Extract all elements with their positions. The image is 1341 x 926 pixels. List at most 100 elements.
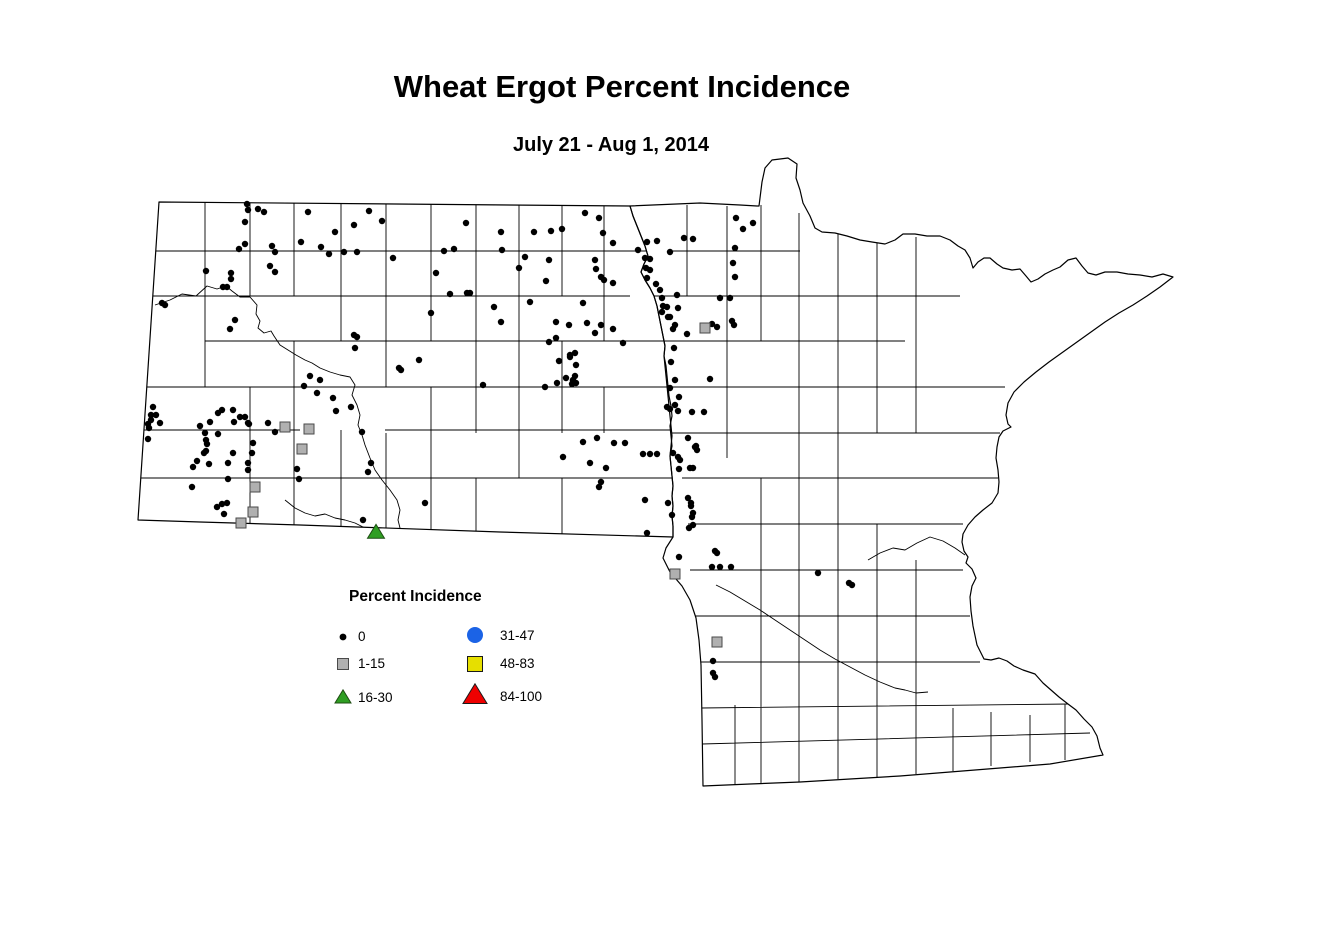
map-point-0 xyxy=(542,277,550,285)
map-point-0 xyxy=(684,494,692,502)
legend-marker-triangle xyxy=(334,688,352,704)
map-point-0 xyxy=(739,225,747,233)
mississippi-river-line xyxy=(867,536,966,561)
map-point-0 xyxy=(579,438,587,446)
map-point-0 xyxy=(729,259,737,267)
map-point-0 xyxy=(595,483,603,491)
map-point-0 xyxy=(566,353,574,361)
map-point-0 xyxy=(609,239,617,247)
map-point-0 xyxy=(666,248,674,256)
map-point-0 xyxy=(202,267,210,275)
map-point-0 xyxy=(297,238,305,246)
map-point-0 xyxy=(716,563,724,571)
map-point-1-15 xyxy=(279,421,291,433)
map-point-0 xyxy=(515,264,523,272)
map-point-0 xyxy=(667,358,675,366)
map-point-0 xyxy=(440,247,448,255)
map-point-0 xyxy=(226,325,234,333)
map-point-0 xyxy=(367,459,375,467)
map-point-0 xyxy=(271,428,279,436)
map-point-1-15 xyxy=(249,481,261,493)
legend-marker-square xyxy=(467,656,483,672)
map-point-0 xyxy=(306,372,314,380)
map-point-0 xyxy=(266,262,274,270)
map-point-0 xyxy=(304,208,312,216)
map-point-0 xyxy=(378,217,386,225)
map-point-0 xyxy=(450,245,458,253)
map-point-0 xyxy=(731,244,739,252)
map-point-0 xyxy=(498,246,506,254)
map-point-0 xyxy=(562,374,570,382)
map-point-0 xyxy=(553,379,561,387)
map-point-1-15 xyxy=(235,517,247,529)
map-point-0 xyxy=(597,478,605,486)
map-point-0 xyxy=(621,439,629,447)
map-point-0 xyxy=(675,553,683,561)
map-point-0 xyxy=(264,419,272,427)
incidence-points-layer xyxy=(144,200,856,681)
map-point-0 xyxy=(249,439,257,447)
map-point-0 xyxy=(732,214,740,222)
map-point-0 xyxy=(619,339,627,347)
map-point-0 xyxy=(713,549,721,557)
map-point-0 xyxy=(700,408,708,416)
map-point-0 xyxy=(583,319,591,327)
map-point-0 xyxy=(727,563,735,571)
map-point-0 xyxy=(706,375,714,383)
map-point-0 xyxy=(565,321,573,329)
map-point-0 xyxy=(223,283,231,291)
map-point-0 xyxy=(666,405,674,413)
map-point-1-15 xyxy=(296,443,308,455)
map-point-0 xyxy=(683,330,691,338)
map-point-0 xyxy=(331,228,339,236)
legend-marker-square xyxy=(337,658,349,670)
legend-marker-dot xyxy=(339,633,347,641)
map-point-0 xyxy=(579,299,587,307)
map-point-0 xyxy=(479,381,487,389)
map-point-0 xyxy=(389,254,397,262)
map-point-0 xyxy=(666,313,674,321)
map-point-0 xyxy=(227,275,235,283)
map-point-0 xyxy=(609,325,617,333)
map-point-0 xyxy=(688,408,696,416)
map-point-0 xyxy=(530,228,538,236)
map-point-0 xyxy=(271,248,279,256)
map-point-0 xyxy=(325,250,333,258)
legend-title: Percent Incidence xyxy=(349,588,482,605)
map-point-0 xyxy=(658,294,666,302)
map-point-0 xyxy=(641,254,649,262)
map-point-0 xyxy=(726,294,734,302)
map-point-0 xyxy=(214,430,222,438)
map-point-0 xyxy=(317,243,325,251)
map-point-0 xyxy=(669,449,677,457)
map-point-0 xyxy=(643,529,651,537)
map-point-0 xyxy=(293,465,301,473)
map-point-0 xyxy=(749,219,757,227)
map-point-0 xyxy=(230,418,238,426)
map-point-0 xyxy=(521,253,529,261)
map-point-0 xyxy=(427,309,435,317)
map-point-0 xyxy=(663,303,671,311)
map-point-0 xyxy=(497,318,505,326)
map-point-0 xyxy=(552,334,560,342)
map-point-0 xyxy=(687,499,695,507)
map-point-0 xyxy=(149,403,157,411)
map-point-0 xyxy=(490,303,498,311)
map-point-0 xyxy=(235,245,243,253)
map-point-0 xyxy=(353,333,361,341)
map-point-0 xyxy=(268,242,276,250)
map-point-0 xyxy=(347,403,355,411)
legend-label-1-15: 1-15 xyxy=(358,656,385,671)
map-point-0 xyxy=(432,269,440,277)
legend-marker-circle xyxy=(467,627,483,643)
map-point-0 xyxy=(351,344,359,352)
map-point-0 xyxy=(271,268,279,276)
map-point-0 xyxy=(591,329,599,337)
map-point-0 xyxy=(571,349,579,357)
map-point-0 xyxy=(684,434,692,442)
map-point-0 xyxy=(581,209,589,217)
map-point-0 xyxy=(244,419,252,427)
map-point-0 xyxy=(358,428,366,436)
map-point-0 xyxy=(189,463,197,471)
